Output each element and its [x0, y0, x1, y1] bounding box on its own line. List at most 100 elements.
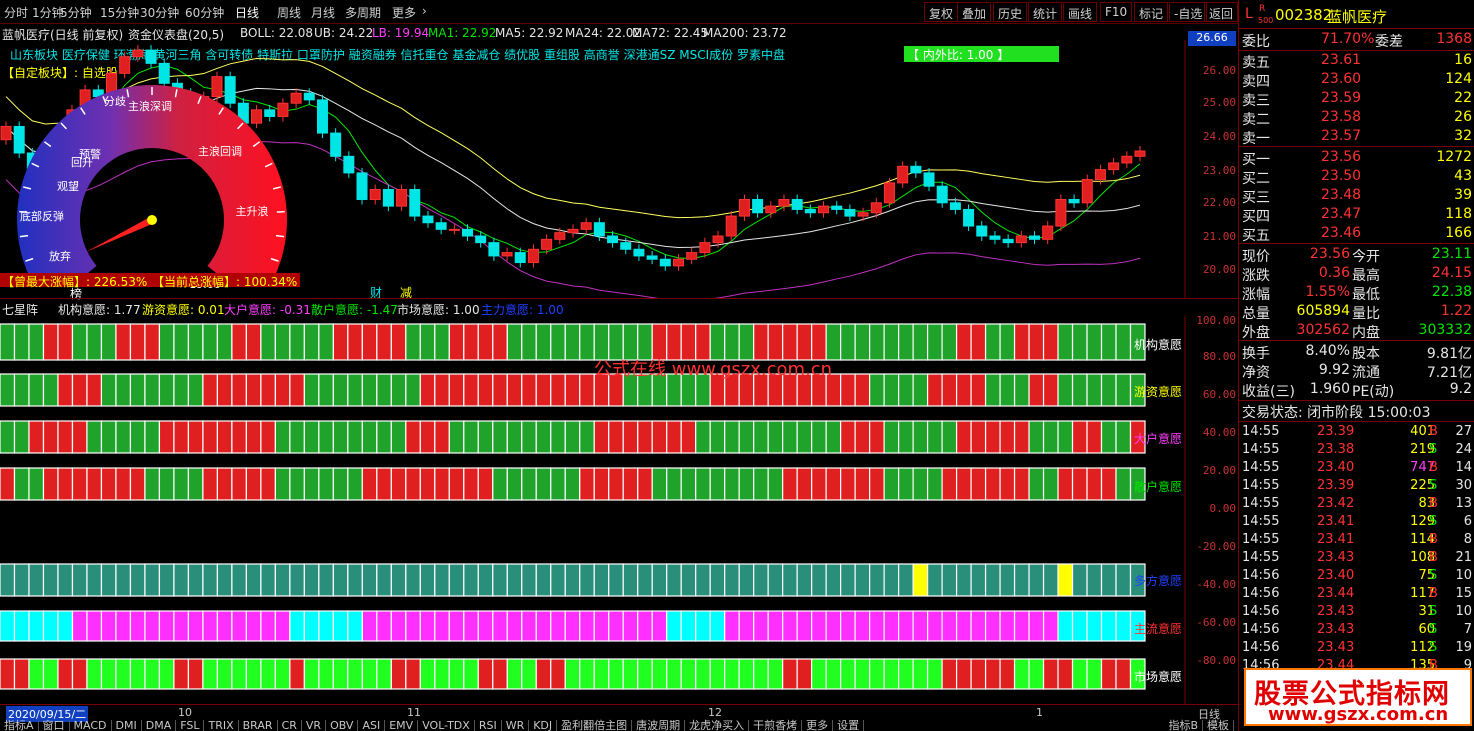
indicator-tab[interactable]: CR [278, 720, 302, 731]
seven-star-matrix[interactable] [0, 316, 1186, 704]
toolbar-button-4[interactable]: 画线 [1063, 2, 1098, 22]
candle-body[interactable] [541, 238, 553, 250]
candle-body[interactable] [818, 205, 830, 214]
candle-body[interactable] [580, 222, 592, 230]
indicator-tab[interactable]: 唐波周期 [632, 720, 686, 731]
candle-body[interactable] [1015, 235, 1027, 244]
toolbar-button-5[interactable]: F10 [1100, 2, 1133, 22]
candle-body[interactable] [765, 205, 777, 214]
candle-body[interactable] [1002, 238, 1014, 244]
timeframe-9[interactable]: 多周期 [345, 6, 382, 20]
candle-body[interactable] [330, 132, 342, 157]
candle-body[interactable] [857, 212, 869, 217]
toolbar-button-6[interactable]: 标记 [1134, 2, 1169, 22]
candle-body[interactable] [699, 242, 711, 254]
toolbar-button-1[interactable]: 叠加 [957, 2, 992, 22]
toolbar-button-3[interactable]: 统计 [1028, 2, 1063, 22]
candle-body[interactable] [778, 198, 790, 207]
indicator-tab[interactable]: 窗口 [39, 720, 70, 731]
candle-body[interactable] [633, 248, 645, 257]
candle-body[interactable] [264, 109, 276, 117]
candle-body[interactable] [224, 76, 236, 104]
candle-body[interactable] [607, 235, 619, 244]
candle-body[interactable] [923, 172, 935, 187]
toolbar-button-7[interactable]: -自选 [1169, 2, 1208, 22]
timeframe-8[interactable]: 月线 [311, 6, 336, 20]
candle-body[interactable] [396, 189, 408, 207]
candle-body[interactable] [422, 215, 434, 224]
timeframe-3[interactable]: 15分钟 [100, 6, 140, 20]
indicator-tab[interactable]: 更多 [802, 720, 834, 731]
candle-body[interactable] [1094, 169, 1106, 181]
candle-body[interactable] [936, 185, 948, 204]
marker-bang[interactable]: 榜 [70, 287, 83, 301]
indicator-tab[interactable]: 设置 [833, 720, 865, 731]
toolbar-button-0[interactable]: 复权 [924, 2, 959, 22]
candle-body[interactable] [831, 205, 843, 210]
candle-body[interactable] [514, 252, 526, 264]
template-tab[interactable]: 指标B [1164, 720, 1203, 731]
candle-body[interactable] [883, 182, 895, 204]
candle-body[interactable] [251, 109, 263, 124]
candle-body[interactable] [145, 49, 157, 64]
indicator-tab[interactable]: VOL-TDX [418, 720, 475, 731]
candle-body[interactable] [462, 228, 474, 237]
indicator-tab[interactable]: MACD [70, 720, 112, 731]
indicator-tab[interactable]: DMI [112, 720, 142, 731]
candle-body[interactable] [119, 56, 131, 74]
indicator-tab[interactable]: WR [502, 720, 530, 731]
marker-cai[interactable]: 财 [370, 286, 383, 300]
indicator-tab[interactable]: FSL [176, 720, 205, 731]
candlestick-chart[interactable] [0, 40, 1186, 298]
candle-body[interactable] [1134, 150, 1146, 157]
candle-body[interactable] [1055, 198, 1067, 227]
indicator-tab[interactable]: EMV [385, 720, 419, 731]
timeframe-4[interactable]: 30分钟 [140, 6, 180, 20]
indicator-tab[interactable]: DMA [142, 720, 177, 731]
indicator-tab[interactable]: RSI [475, 720, 502, 731]
timeframe-2[interactable]: 5分钟 [60, 6, 92, 20]
indicator-tab[interactable]: 龙虎净买入 [685, 720, 750, 731]
candle-body[interactable] [791, 198, 803, 210]
timeframe-0[interactable]: 分时 [4, 6, 29, 20]
candle-body[interactable] [527, 248, 539, 264]
candle-body[interactable] [910, 165, 922, 174]
indicator-tab[interactable]: 指标A [0, 720, 39, 731]
candle-body[interactable] [554, 232, 566, 240]
candle-body[interactable] [277, 102, 289, 117]
candle-body[interactable] [303, 92, 315, 101]
candle-body[interactable] [976, 225, 988, 237]
candle-body[interactable] [343, 155, 355, 174]
indicator-tab[interactable]: 干煎香烤 [749, 720, 803, 731]
candle-body[interactable] [211, 76, 223, 98]
candle-body[interactable] [132, 49, 144, 58]
indicator-tab[interactable]: OBV [326, 720, 359, 731]
candle-body[interactable] [738, 198, 750, 217]
timeframe-6[interactable]: 日线 [235, 6, 260, 20]
candle-body[interactable] [448, 228, 460, 231]
candle-body[interactable] [475, 235, 487, 244]
candle-body[interactable] [1081, 179, 1093, 204]
candle-body[interactable] [1068, 198, 1080, 204]
indicator-tab[interactable]: ASI [358, 720, 386, 731]
indicator-tab[interactable]: VR [302, 720, 327, 731]
candle-body[interactable] [356, 172, 368, 200]
candle-body[interactable] [989, 235, 1001, 240]
timeframe-1[interactable]: 1分钟 [32, 6, 64, 20]
more-arrow-icon[interactable]: › [422, 4, 427, 18]
candle-body[interactable] [620, 242, 632, 250]
candle-body[interactable] [1042, 225, 1054, 240]
candle-body[interactable] [963, 208, 975, 227]
candle-body[interactable] [593, 222, 605, 237]
candle-body[interactable] [488, 242, 500, 257]
matrix-title[interactable]: 七星阵 [2, 303, 39, 317]
candle-body[interactable] [435, 222, 447, 230]
sector-list[interactable]: 山东板块 医疗保健 环渤海 黄河三角 含可转债 特斯拉 口罩防护 融资融券 信托… [10, 48, 785, 62]
candle-body[interactable] [672, 258, 684, 267]
candle-body[interactable] [752, 198, 764, 214]
candle-body[interactable] [316, 99, 328, 134]
indicator-tab[interactable]: KDJ [529, 720, 558, 731]
indicator-tab[interactable]: 盈利翻倍主图 [557, 720, 633, 731]
candle-body[interactable] [870, 202, 882, 214]
candle-body[interactable] [1121, 155, 1133, 164]
